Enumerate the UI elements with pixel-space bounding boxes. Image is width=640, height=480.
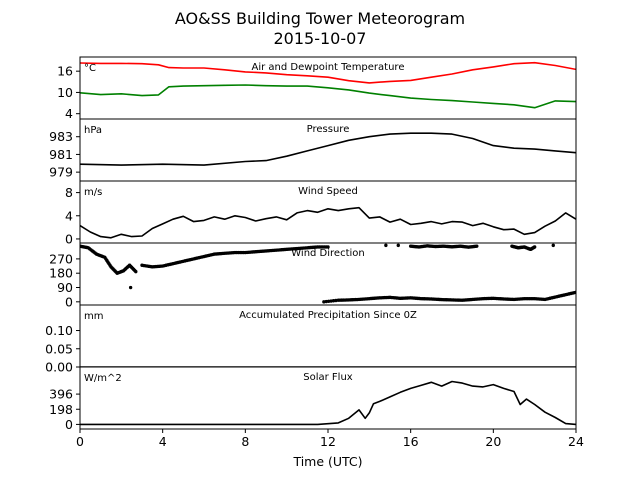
pressure-series-0: [80, 132, 576, 166]
wind_direction-segment-4: [510, 244, 537, 252]
precipitation-title: Accumulated Precipitation Since 0Z: [239, 310, 417, 321]
x-tick-label: 0: [76, 434, 84, 449]
wind_speed-ytick-label: 8: [65, 185, 73, 200]
x-tick-label: 24: [568, 434, 584, 449]
figure-title-line2: 2015-10-07: [274, 29, 367, 48]
pressure-ytick-label: 983: [49, 129, 73, 144]
x-tick-label: 4: [159, 434, 167, 449]
temperature-title: Air and Dewpoint Temperature: [252, 62, 405, 73]
temperature-ytick-label: 4: [65, 106, 73, 121]
precipitation-ytick-label: 0.05: [45, 341, 73, 356]
solar-series-0: [80, 380, 576, 426]
wind_speed-unit-label: m/s: [84, 187, 102, 198]
x-axis-label: Time (UTC): [292, 454, 362, 469]
temperature-ytick-label: 16: [57, 64, 73, 79]
solar-title: Solar Flux: [303, 372, 353, 383]
wind_speed-ytick-label: 4: [65, 208, 73, 223]
wind_direction-segment-0: [80, 244, 138, 275]
wind_direction-isolated-point: [128, 285, 133, 290]
x-axis: 0 4 8 12 16 20 24: [76, 429, 584, 449]
panel-wind_speed: 0 4 8 Wind Speed m/s: [65, 180, 577, 246]
temperature-ytick-label: 10: [57, 85, 73, 100]
x-tick-label: 12: [320, 434, 336, 449]
pressure-unit-label: hPa: [84, 125, 102, 136]
wind_direction-point: [532, 245, 537, 249]
x-tick-label: 20: [485, 434, 501, 449]
wind_speed-title: Wind Speed: [298, 186, 358, 197]
solar-ytick-label: 198: [49, 402, 73, 417]
temperature-unit-label: °C: [84, 63, 96, 74]
wind_direction-ytick-label: 270: [49, 251, 73, 266]
panel-precipitation: 0.00 0.05 0.10 Accumulated Precipitation Si…: [45, 304, 577, 375]
x-tick-label: 8: [241, 434, 249, 449]
figure-title-line1: AO&SS Building Tower Meteorogram: [175, 9, 465, 28]
wind_direction-point: [475, 244, 479, 248]
wind_direction-segment-3: [408, 244, 479, 249]
pressure-title: Pressure: [307, 124, 350, 135]
wind_direction-ytick-label: 90: [57, 280, 73, 295]
wind_direction-isolated-point: [384, 243, 388, 248]
solar-unit-label: W/m^2: [84, 373, 122, 384]
temperature-series-1: [80, 84, 576, 109]
wind_direction-point: [134, 269, 138, 274]
wind_direction-ytick-label: 0: [65, 294, 73, 309]
precipitation-unit-label: mm: [84, 311, 103, 322]
wind_direction-point: [326, 245, 330, 249]
wind_direction-title: Wind Direction: [291, 248, 365, 259]
pressure-ytick-label: 981: [49, 147, 73, 162]
wind_direction-isolated-point: [551, 243, 555, 248]
wind_direction-segment-2: [322, 290, 576, 304]
panel-temperature: 4 10 16 Air and Dewpoint Temperature °C: [57, 56, 577, 121]
temperature-series-0: [80, 61, 576, 84]
solar-ytick-label: 0: [65, 417, 73, 432]
solar-ytick-label: 396: [49, 387, 73, 402]
pressure-ytick-label: 979: [49, 165, 73, 180]
wind_speed-series-0: [80, 206, 576, 239]
wind_direction-segment-1: [140, 245, 330, 269]
panels: 4 10 16 Air and Dewpoint Temperature °C 979 98…: [45, 56, 577, 432]
wind_direction-ytick-label: 180: [49, 266, 73, 281]
precipitation-ytick-label: 0.10: [45, 323, 73, 338]
wind_speed-ytick-label: 0: [65, 231, 73, 246]
x-tick-label: 16: [403, 434, 419, 449]
wind_direction-isolated-point: [396, 243, 400, 248]
panel-pressure: 979 981 983 Pressure hPa: [49, 118, 577, 182]
precipitation-ytick-label: 0.00: [45, 360, 73, 375]
